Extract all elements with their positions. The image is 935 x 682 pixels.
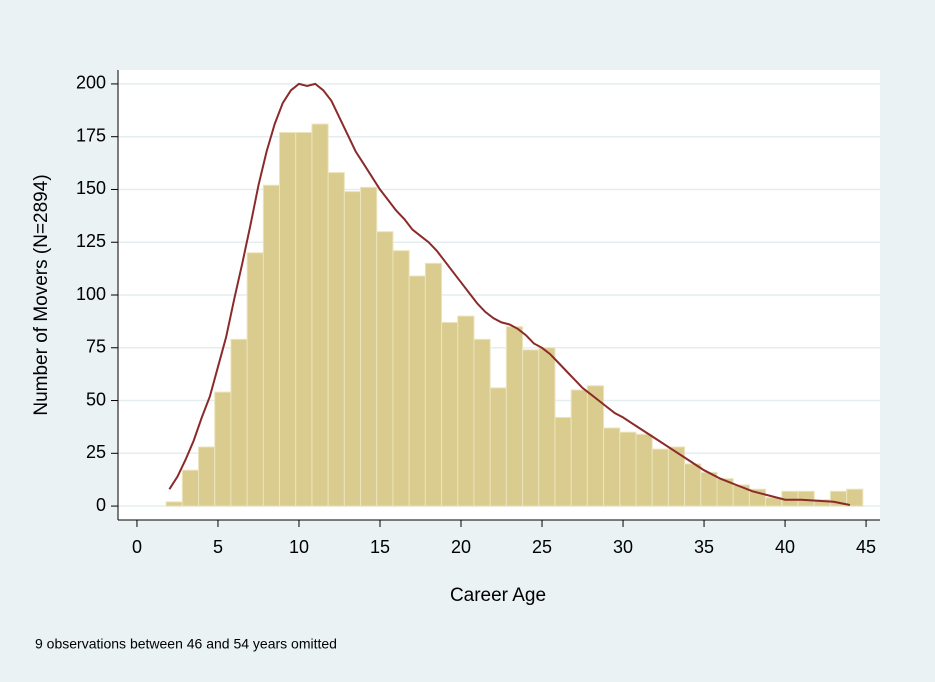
bar (684, 463, 702, 507)
bar (246, 252, 264, 507)
bar (327, 172, 345, 507)
bar (603, 427, 621, 507)
x-tick-label: 35 (694, 537, 714, 557)
bar (198, 446, 216, 507)
bar (343, 191, 362, 507)
bar (570, 389, 588, 507)
bar (230, 338, 248, 507)
bar (295, 131, 313, 507)
bar (651, 448, 669, 507)
bar (165, 501, 183, 507)
x-tick-label: 10 (289, 537, 309, 557)
density-line (168, 82, 851, 506)
bar (392, 250, 410, 507)
x-tick-label: 0 (132, 537, 142, 557)
x-tick-label: 25 (532, 537, 552, 557)
y-tick-label: 150 (76, 178, 106, 198)
bar (279, 131, 297, 507)
bar (441, 321, 459, 507)
bar (360, 186, 378, 507)
y-tick-label: 25 (86, 442, 106, 462)
bar (424, 262, 443, 507)
bar (505, 326, 524, 507)
bar (408, 275, 426, 507)
bar (311, 123, 329, 507)
y-tick-label: 200 (76, 73, 106, 93)
bar (619, 431, 637, 507)
y-tick-label: 50 (86, 389, 106, 409)
note: 9 observations between 46 and 54 years o… (35, 636, 337, 652)
bar (846, 488, 864, 507)
x-tick-label: 30 (613, 537, 633, 557)
x-tick-label: 40 (775, 537, 795, 557)
y-tick-label: 75 (86, 337, 106, 357)
bar (586, 385, 605, 507)
bar (457, 315, 475, 507)
x-tick-label: 15 (370, 537, 390, 557)
x-tick-label: 20 (451, 537, 471, 557)
bar (797, 490, 815, 507)
bar (181, 469, 200, 507)
y-tick-label: 0 (96, 495, 106, 515)
bar (262, 184, 281, 507)
bar (538, 347, 556, 507)
x-tick-label: 45 (856, 537, 876, 557)
bar (214, 391, 232, 507)
bar (700, 471, 718, 507)
y-tick-label: 100 (76, 284, 106, 304)
y-tick-label: 175 (76, 125, 106, 145)
bar (473, 338, 491, 507)
x-tick-label: 5 (213, 537, 223, 557)
bar (635, 433, 653, 507)
y-axis-label: Number of Movers (N=2894) (31, 174, 52, 415)
bar (522, 349, 540, 507)
bar (489, 387, 507, 507)
bar (376, 231, 394, 507)
y-tick-label: 125 (76, 231, 106, 251)
bar (554, 416, 572, 507)
x-axis-label: Career Age (450, 585, 546, 606)
